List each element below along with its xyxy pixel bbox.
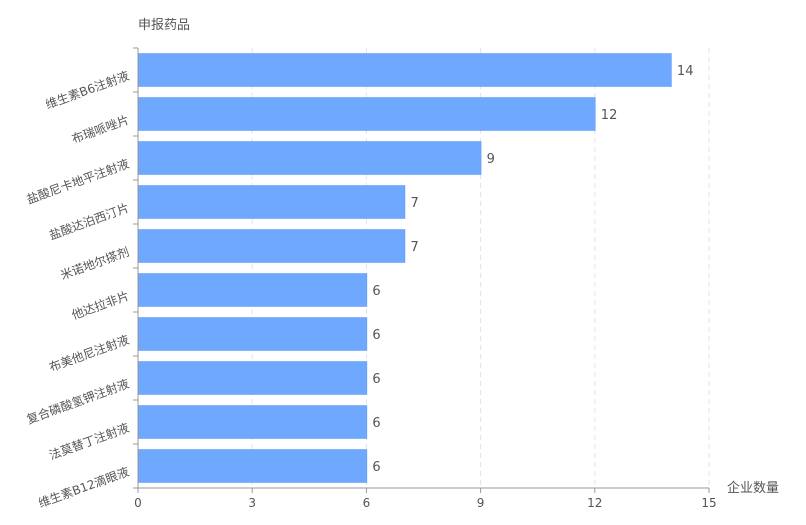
data-label: 6 bbox=[372, 328, 380, 343]
data-label: 14 bbox=[677, 64, 694, 79]
bars: 14 12 9 7 7 6 6 6 6 6 bbox=[138, 53, 694, 483]
data-label: 12 bbox=[601, 108, 618, 123]
category-label: 布瑞哌唑片 bbox=[70, 113, 131, 147]
bar bbox=[138, 229, 406, 263]
data-label: 6 bbox=[372, 416, 380, 431]
data-label: 7 bbox=[410, 240, 418, 255]
data-label: 6 bbox=[372, 284, 380, 299]
bar bbox=[138, 273, 368, 307]
bar bbox=[138, 185, 406, 219]
x-tick-label: 12 bbox=[587, 496, 602, 510]
x-tick-label: 3 bbox=[248, 496, 256, 510]
bar bbox=[138, 405, 368, 439]
x-axis-title: 企业数量 bbox=[727, 480, 779, 496]
category-label: 米诺地尔搽剂 bbox=[58, 244, 131, 283]
bar bbox=[138, 97, 596, 131]
bar bbox=[138, 361, 368, 395]
bar bbox=[138, 53, 672, 87]
x-tick-label: 6 bbox=[363, 496, 371, 510]
category-label: 维生素B12滴眼液 bbox=[36, 464, 131, 511]
data-label: 7 bbox=[410, 196, 418, 211]
x-tick-label: 9 bbox=[477, 496, 485, 510]
x-tick-label: 15 bbox=[701, 496, 716, 510]
y-axis-title: 申报药品 bbox=[138, 18, 190, 33]
category-label: 布美他尼注射液 bbox=[47, 332, 131, 375]
category-label: 复合磷酸氢钾注射液 bbox=[24, 376, 131, 427]
x-tick-label: 0 bbox=[134, 496, 142, 510]
bar bbox=[138, 317, 368, 351]
category-label: 法莫替丁注射液 bbox=[47, 420, 131, 463]
category-label: 维生素B6注射液 bbox=[43, 68, 131, 112]
bar bbox=[138, 449, 368, 483]
category-label: 他达拉非片 bbox=[69, 288, 131, 323]
bar bbox=[138, 141, 482, 175]
data-label: 9 bbox=[487, 152, 495, 167]
category-label: 盐酸尼卡地平注射液 bbox=[24, 156, 131, 207]
category-label: 盐酸达泊西汀片 bbox=[47, 200, 131, 243]
data-label: 6 bbox=[372, 372, 380, 387]
data-label: 6 bbox=[372, 460, 380, 475]
